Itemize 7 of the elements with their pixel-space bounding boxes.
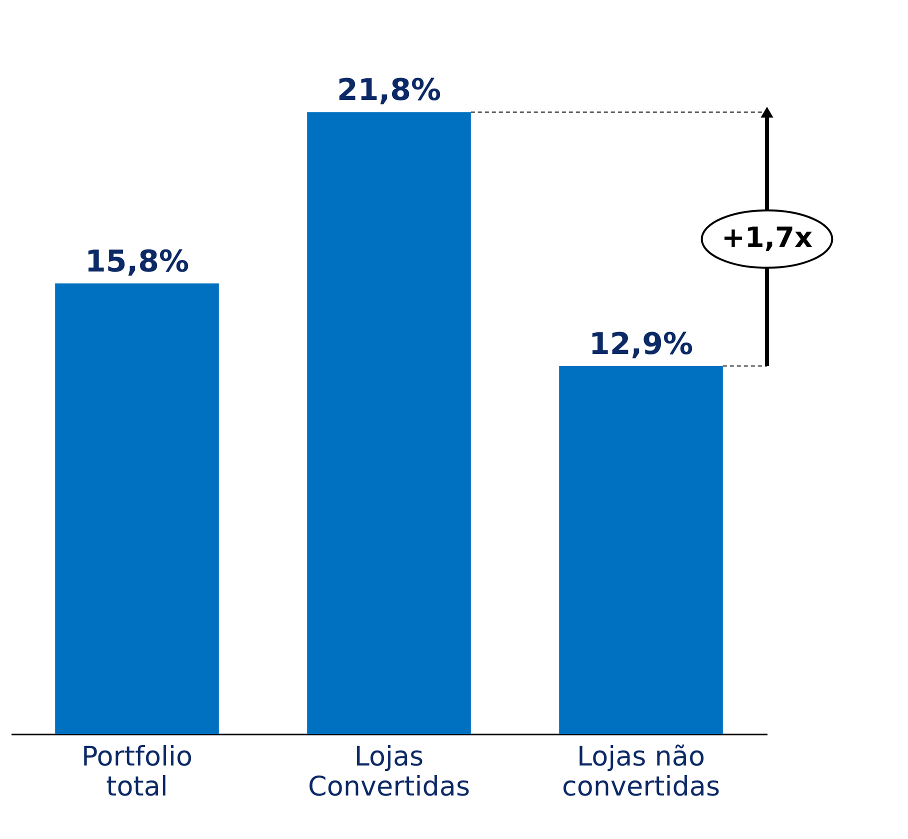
- data-label: 21,8%: [336, 73, 442, 108]
- x-tick-label: Lojas Convertidas: [308, 742, 470, 802]
- x-tick-label: Portfolio total: [81, 742, 193, 802]
- data-label: 15,8%: [84, 244, 190, 280]
- data-label: 12,9%: [588, 327, 694, 362]
- x-tick-label: Lojas não convertidas: [562, 742, 720, 802]
- annotation: +1,7x: [721, 221, 813, 254]
